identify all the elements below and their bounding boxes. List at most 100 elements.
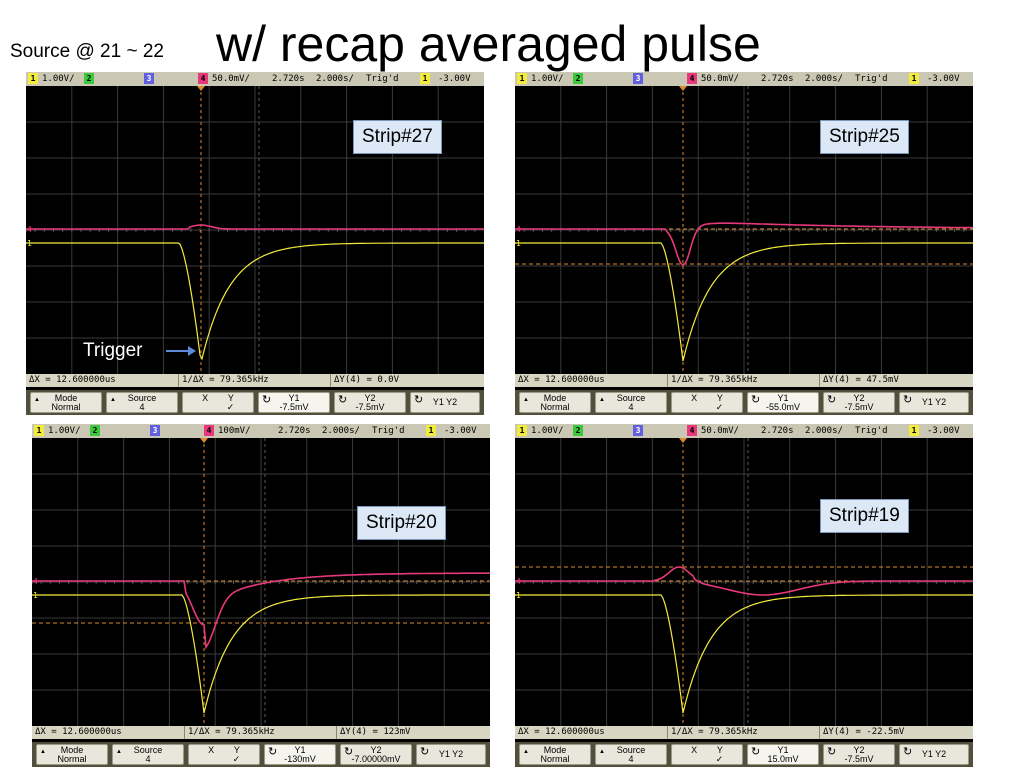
softkey-value: ✓ xyxy=(690,754,724,764)
softkey-label: Y1 xyxy=(777,393,789,403)
softkey-value: Normal xyxy=(57,754,87,764)
channel-4-indicator: 4 xyxy=(204,425,214,436)
y1-cursor-softkey[interactable]: Y1-55.0mV xyxy=(747,392,819,413)
time-per-division: 2.000s/ xyxy=(805,74,843,84)
trigger-delay: 2.720s xyxy=(761,74,794,84)
softkey-value: 4 xyxy=(139,402,145,412)
softkey-value: Normal xyxy=(540,754,570,764)
scope-panel: 1 1.00V/2 3 4 100mV/2.720s 2.000s/Trig'd 1 -3.0… xyxy=(32,424,490,767)
y1-y2-softkey[interactable]: Y1 Y2 xyxy=(899,392,969,413)
slide-title: w/ recap averaged pulse xyxy=(216,16,761,72)
softkey-label: Y2 xyxy=(853,745,865,755)
softkey-value: 15.0mV xyxy=(767,754,799,764)
trigger-delay: 2.720s xyxy=(278,426,311,436)
delta-y-readout: ΔY(4) = 47.5mV xyxy=(819,374,899,387)
trigger-channel: 1 xyxy=(909,425,919,436)
softkey-value: -55.0mV xyxy=(765,402,800,412)
trigger-state: Trig'd xyxy=(855,426,888,436)
y2-cursor-softkey[interactable]: Y2-7.5mV xyxy=(823,744,895,765)
scope-status-bar: 1 1.00V/2 3 4 100mV/2.720s 2.000s/Trig'd 1 -3.0… xyxy=(32,424,490,438)
y1-y2-softkey[interactable]: Y1 Y2 xyxy=(410,392,480,413)
channel-4-waveform xyxy=(515,566,973,596)
softkey-label: Mode xyxy=(60,745,84,755)
trigger-position-marker xyxy=(200,438,208,443)
y2-cursor-softkey[interactable]: Y2-7.5mV xyxy=(823,392,895,413)
softkey-label: Source xyxy=(616,745,646,755)
trigger-state: Trig'd xyxy=(366,74,399,84)
trigger-annotation: Trigger xyxy=(83,340,143,361)
cursor-xy-softkey[interactable]: X Y ✓ xyxy=(188,744,260,765)
scope-status-bar: 1 1.00V/2 3 4 50.0mV/2.720s 2.000s/Trig'd 1 -3.… xyxy=(515,72,973,86)
softkey-bar: ModeNormalSource4X Y ✓Y1-130mVY2-7.00000… xyxy=(32,742,490,767)
delta-x-readout: ΔX = 12.600000us xyxy=(35,727,122,737)
time-per-division: 2.000s/ xyxy=(322,426,360,436)
channel-2-indicator: 2 xyxy=(90,425,100,436)
trigger-channel: 1 xyxy=(909,73,919,84)
trigger-position-marker xyxy=(197,86,205,91)
softkey-label: X Y xyxy=(691,745,723,755)
trigger-position-marker xyxy=(679,86,687,91)
softkey-value: -7.5mV xyxy=(844,754,874,764)
channel-4-scale: 100mV/ xyxy=(218,426,251,436)
softkey-label: Y1 xyxy=(288,393,300,403)
delta-x-readout: ΔX = 12.600000us xyxy=(518,375,605,385)
y1-cursor-softkey[interactable]: Y1-7.5mV xyxy=(258,392,330,413)
channel-1-waveform xyxy=(515,242,973,362)
channel-1-waveform xyxy=(32,594,490,714)
cursor-xy-softkey[interactable]: X Y ✓ xyxy=(182,392,254,413)
measurement-bar: ΔX = 12.600000us 1/ΔX = 79.365kHz ΔY(4) = … xyxy=(26,374,484,387)
channel-1-scale: 1.00V/ xyxy=(42,74,75,84)
trigger-level: -3.00V xyxy=(444,426,477,436)
trigger-delay: 2.720s xyxy=(272,74,305,84)
trigger-delay: 2.720s xyxy=(761,426,794,436)
softkey-value: -7.00000mV xyxy=(351,754,401,764)
trigger-channel: 1 xyxy=(420,73,430,84)
softkey-value: -130mV xyxy=(284,754,316,764)
softkey-value: ✓ xyxy=(207,754,241,764)
scope-panel: 1 1.00V/2 3 4 50.0mV/2.720s 2.000s/Trig'd 1 -3.… xyxy=(515,72,973,415)
scope-panel: 1 1.00V/2 3 4 50.0mV/2.720s 2.000s/Trig'd 1 -3.… xyxy=(26,72,484,415)
trigger-channel: 1 xyxy=(426,425,436,436)
cursor-xy-softkey[interactable]: X Y ✓ xyxy=(671,744,743,765)
channel-4-waveform xyxy=(26,224,484,230)
softkey-value: Y1 Y2 xyxy=(438,749,464,759)
softkey-value: Y1 Y2 xyxy=(921,749,947,759)
softkey-label: Y2 xyxy=(370,745,382,755)
cursor-xy-softkey[interactable]: X Y ✓ xyxy=(671,392,743,413)
y2-cursor-softkey[interactable]: Y2-7.5mV xyxy=(334,392,406,413)
y1-y2-softkey[interactable]: Y1 Y2 xyxy=(416,744,486,765)
softkey-value: -7.5mV xyxy=(279,402,309,412)
channel-2-indicator: 2 xyxy=(573,425,583,436)
delta-x-readout: ΔX = 12.600000us xyxy=(518,727,605,737)
trigger-level: -3.00V xyxy=(438,74,471,84)
softkey-label: Y1 xyxy=(294,745,306,755)
scope-screen: 14 xyxy=(32,438,490,726)
softkey-label: X Y xyxy=(202,393,234,403)
softkey-value: ✓ xyxy=(690,402,724,412)
softkey-label: X Y xyxy=(208,745,240,755)
strip-label: Strip#19 xyxy=(820,499,909,533)
inverse-delta-x-readout: 1/ΔX = 79.365kHz xyxy=(184,726,275,739)
delta-y-readout: ΔY(4) = -22.5mV xyxy=(819,726,904,739)
y1-y2-softkey[interactable]: Y1 Y2 xyxy=(899,744,969,765)
channel-1-waveform xyxy=(515,594,973,714)
y2-cursor-softkey[interactable]: Y2-7.00000mV xyxy=(340,744,412,765)
measurement-bar: ΔX = 12.600000us 1/ΔX = 79.365kHz ΔY(4) = … xyxy=(515,726,973,739)
y1-cursor-softkey[interactable]: Y1-130mV xyxy=(264,744,336,765)
trigger-arrowhead-icon xyxy=(188,346,196,356)
time-per-division: 2.000s/ xyxy=(316,74,354,84)
channel-1-indicator: 1 xyxy=(517,425,527,436)
softkey-bar: ModeNormalSource4X Y ✓Y1-55.0mVY2-7.5mVY… xyxy=(515,390,973,415)
softkey-value: ✓ xyxy=(201,402,235,412)
channel-3-indicator: 3 xyxy=(150,425,160,436)
delta-y-readout: ΔY(4) = 0.0V xyxy=(330,374,399,387)
